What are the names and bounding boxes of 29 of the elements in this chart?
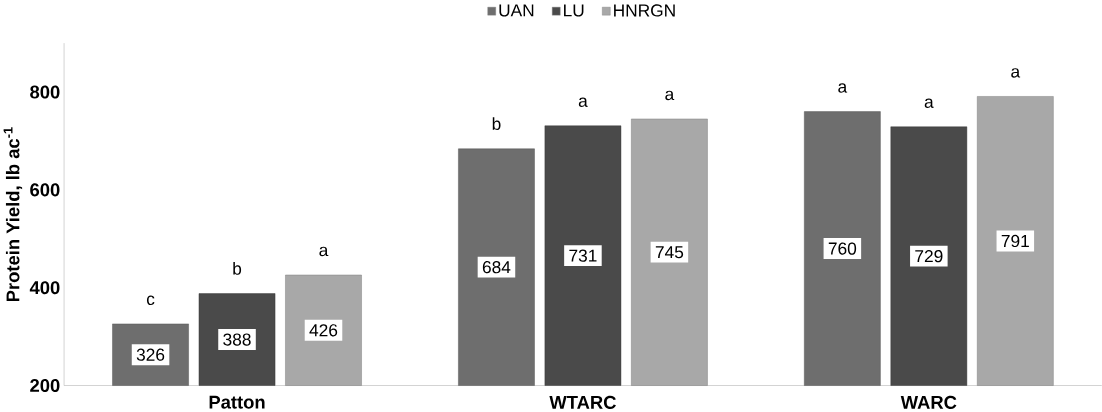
annotation: a (1011, 67, 1021, 78)
data-label: 729 (915, 249, 943, 263)
annotation: b (492, 117, 501, 130)
data-label: 426 (309, 323, 338, 337)
annotation: a (578, 97, 588, 107)
annotation: a (319, 246, 329, 256)
legend-label: HNRGN (614, 4, 675, 17)
y-tick-label: 800 (30, 85, 60, 99)
legend-label: LU (564, 4, 584, 17)
y-tick-label: 200 (30, 378, 60, 392)
annotation: c (146, 295, 155, 305)
y-tick-label: 400 (29, 280, 60, 294)
y-axis-title: Protein Yield, lb ac$^{-1}$ (3, 127, 23, 301)
x-tick-label: WARC (900, 395, 957, 409)
data-label: 326 (136, 348, 165, 361)
annotation: a (838, 83, 848, 93)
legend-label: UAN (499, 4, 534, 17)
y-tick-label: 600 (30, 183, 60, 197)
annotation: a (924, 98, 934, 108)
annotation: b (233, 261, 242, 275)
x-tick-label: Patton (209, 395, 265, 409)
x-tick-label: WTARC (549, 395, 616, 409)
data-label: 791 (1001, 234, 1029, 247)
data-label: 731 (569, 249, 597, 262)
data-label: 684 (482, 260, 511, 274)
data-label: 388 (223, 333, 251, 346)
data-label: 760 (828, 242, 857, 255)
data-label: 745 (655, 245, 684, 259)
annotation: a (665, 90, 675, 100)
